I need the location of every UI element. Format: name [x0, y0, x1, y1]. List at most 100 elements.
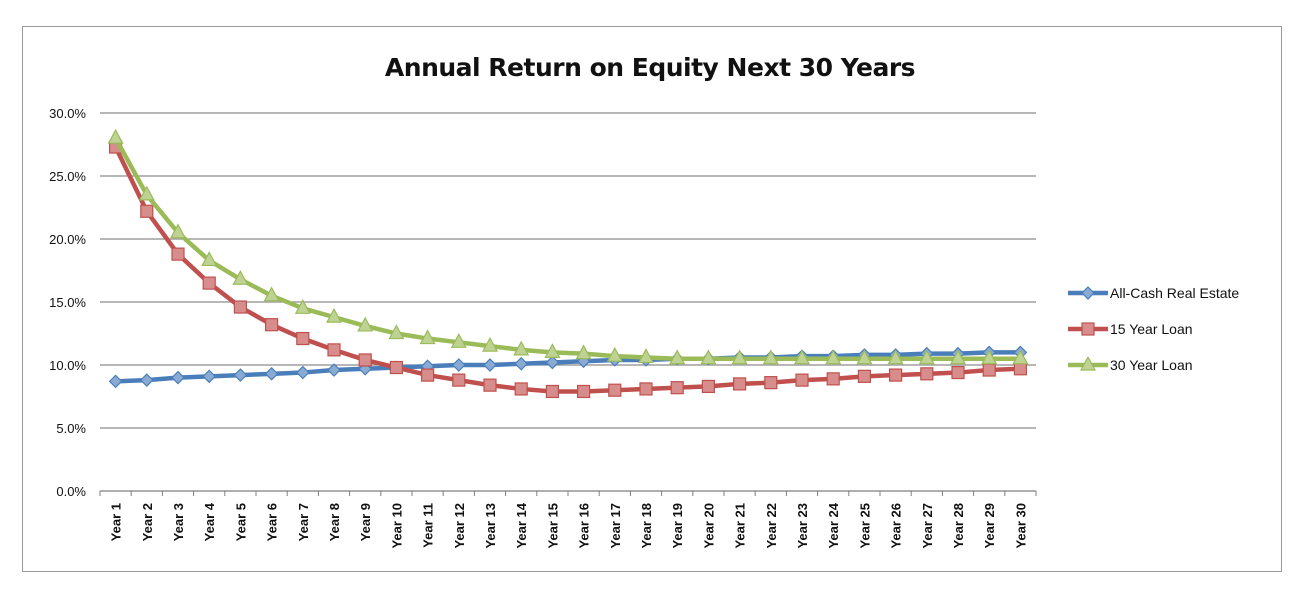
series-3-point	[606, 346, 623, 362]
series-2-point	[920, 367, 934, 381]
series-3-point	[887, 349, 904, 365]
legend-label: 30 Year Loan	[1110, 357, 1193, 373]
series-2-point	[545, 384, 560, 399]
x-tick-label: Year 10	[389, 503, 404, 549]
x-tick-label: Year 19	[670, 503, 685, 549]
legend-item: 30 Year Loan	[1068, 355, 1278, 391]
series-1-point	[451, 358, 466, 372]
legend-item: 15 Year Loan	[1068, 319, 1278, 355]
series-2-point	[670, 381, 684, 395]
legend-swatch	[1068, 286, 1108, 300]
series-2-point	[296, 331, 310, 346]
x-tick-label: Year 13	[483, 503, 498, 549]
series-2-point	[795, 373, 809, 387]
series-3-point	[169, 223, 187, 239]
legend-marker	[1081, 286, 1095, 300]
series-1-point	[295, 365, 310, 380]
series-2-point	[639, 382, 653, 396]
x-tick-label: Year 14	[514, 502, 529, 548]
series-2-point	[452, 373, 466, 387]
x-tick-label: Year 15	[545, 503, 560, 549]
x-tick-label: Year 20	[701, 503, 716, 549]
series-2-point	[764, 376, 778, 390]
x-tick-label: Year 28	[951, 503, 966, 549]
series-3-point	[357, 316, 374, 332]
series-3-point	[949, 349, 967, 365]
series-3-point	[700, 349, 717, 365]
series-2-point	[857, 369, 872, 383]
series-3-point	[107, 128, 124, 144]
y-tick-label: 10.0%	[49, 358, 86, 373]
series-3-point	[981, 349, 998, 365]
x-tick-label: Year 2	[140, 503, 155, 541]
y-tick-label: 25.0%	[49, 169, 86, 184]
y-tick-label: 5.0%	[56, 421, 86, 436]
x-tick-label: Year 22	[764, 503, 779, 549]
x-tick-label: Year 16	[577, 503, 592, 549]
series-2-point	[265, 318, 279, 332]
series-3-point	[856, 349, 873, 365]
series-1-point	[139, 373, 154, 387]
x-tick-label: Year 12	[452, 503, 467, 549]
series-3-point	[419, 329, 436, 345]
series-1-point	[514, 356, 529, 371]
series-2-point	[701, 379, 716, 394]
series-3-point	[918, 349, 935, 365]
x-tick-label: Year 9	[358, 503, 373, 541]
series-2-point	[171, 247, 185, 261]
x-tick-label: Year 27	[920, 503, 935, 549]
series-line-3	[113, 135, 1023, 361]
series-3-point	[544, 343, 561, 358]
series-3-point	[513, 340, 530, 356]
y-tick-label: 0.0%	[56, 484, 86, 499]
x-tick-label: Year 23	[795, 503, 810, 549]
series-3-point	[325, 307, 343, 323]
legend: All-Cash Real Estate 15 Year Loan 30 Year …	[1068, 283, 1278, 391]
x-tick-label: Year 30	[1013, 503, 1028, 549]
series-3-point	[762, 349, 779, 365]
series-3-point	[450, 333, 467, 348]
y-tick-label: 20.0%	[49, 232, 86, 247]
series-2-point	[608, 383, 622, 397]
series-1-point	[264, 366, 279, 381]
legend-marker	[1079, 357, 1097, 371]
y-tick-label: 30.0%	[49, 106, 86, 121]
x-tick-label: Year 1	[109, 503, 124, 541]
legend-swatch	[1068, 357, 1108, 371]
x-tick-label: Year 29	[982, 503, 997, 549]
series-2-point	[140, 204, 154, 218]
series-2-point	[421, 368, 435, 382]
series-2-point	[576, 384, 591, 399]
series-3-point	[294, 299, 311, 314]
series-3-point	[575, 344, 592, 360]
series-3-point	[731, 349, 748, 365]
series-3-point	[201, 251, 218, 267]
x-tick-label: Year 11	[421, 503, 436, 548]
series-2-point	[483, 378, 497, 392]
series-3-point	[481, 336, 499, 352]
series-3-point	[669, 349, 686, 365]
series-2-point	[982, 363, 996, 377]
series-1-point	[171, 370, 185, 385]
legend-item: All-Cash Real Estate	[1068, 283, 1278, 319]
series-2-point	[202, 276, 216, 290]
legend-marker	[1081, 322, 1095, 336]
series-2-point	[826, 372, 840, 386]
series-1-point	[327, 363, 341, 377]
series-2-point	[1013, 362, 1028, 376]
series-1-point	[202, 369, 217, 384]
x-tick-label: Year 25	[857, 503, 872, 549]
x-tick-label: Year 24	[826, 502, 841, 548]
x-tick-label: Year 26	[889, 503, 904, 549]
series-3-point	[793, 349, 811, 365]
series-1-point	[233, 368, 248, 382]
series-3-point	[1012, 349, 1029, 365]
x-tick-label: Year 18	[639, 503, 654, 549]
x-tick-label: Year 7	[296, 503, 311, 541]
series-2-point	[233, 300, 247, 314]
series-3-point	[388, 324, 405, 340]
series-3-point	[637, 348, 655, 364]
series-2-point	[732, 377, 747, 391]
legend-label: All-Cash Real Estate	[1110, 285, 1240, 301]
series-1-point	[108, 374, 123, 389]
